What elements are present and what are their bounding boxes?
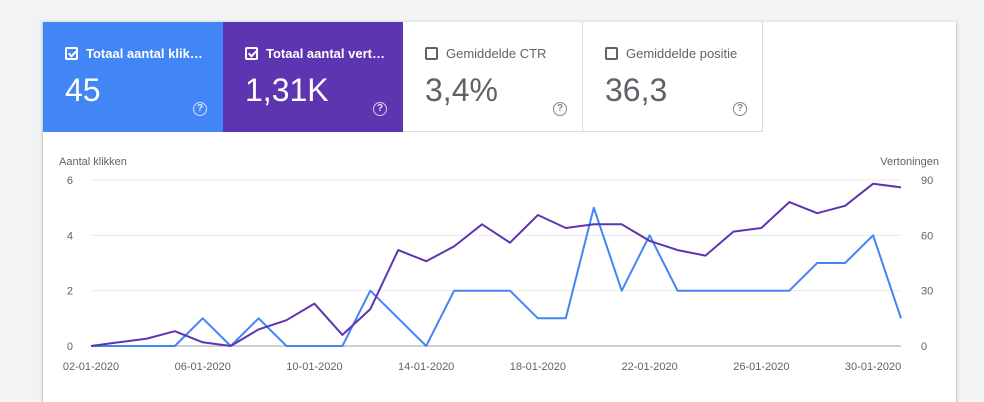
y-right-tick-label: 0: [921, 341, 927, 353]
checkbox-icon[interactable]: [605, 47, 618, 60]
x-tick-label: 18-01-2020: [510, 361, 566, 373]
y-right-tick-label: 60: [921, 230, 933, 242]
x-tick-label: 10-01-2020: [286, 361, 342, 373]
x-tick-label: 02-01-2020: [63, 361, 119, 373]
checkbox-icon[interactable]: [425, 47, 438, 60]
checkbox-icon[interactable]: [245, 47, 258, 60]
metric-value: 1,31K: [245, 72, 329, 108]
series-line-impressions: [90, 182, 902, 347]
help-icon[interactable]: ?: [193, 102, 207, 116]
y-left-tick-label: 6: [67, 175, 73, 187]
series-line-clicks: [91, 206, 902, 347]
metric-tile-total-impressions[interactable]: Totaal aantal vert… 1,31K ?: [223, 22, 403, 132]
tile-header: Totaal aantal vert…: [245, 46, 385, 61]
y-left-tick-label: 4: [67, 230, 73, 242]
x-tick-label: 26-01-2020: [733, 361, 789, 373]
x-tick-label: 22-01-2020: [621, 361, 677, 373]
performance-card: Totaal aantal klik… 45 ? Totaal aantal v…: [43, 22, 956, 402]
help-icon[interactable]: ?: [733, 102, 747, 116]
tile-header: Gemiddelde CTR: [425, 46, 546, 61]
help-icon[interactable]: ?: [553, 102, 567, 116]
metric-value: 3,4%: [425, 72, 498, 108]
right-axis-title: Vertoningen: [880, 156, 939, 168]
help-icon[interactable]: ?: [373, 102, 387, 116]
metric-tile-average-ctr[interactable]: Gemiddelde CTR 3,4% ?: [403, 22, 583, 132]
x-tick-label: 30-01-2020: [845, 361, 901, 373]
metric-value: 36,3: [605, 72, 668, 108]
metric-value: 45: [65, 72, 101, 108]
metric-tiles: Totaal aantal klik… 45 ? Totaal aantal v…: [43, 22, 763, 132]
tile-header: Totaal aantal klik…: [65, 46, 203, 61]
y-right-tick-label: 30: [921, 286, 933, 298]
tile-header: Gemiddelde positie: [605, 46, 737, 61]
left-axis-title: Aantal klikken: [59, 156, 127, 168]
y-right-tick-label: 90: [921, 175, 933, 187]
y-left-tick-label: 2: [67, 286, 73, 298]
metric-tile-average-position[interactable]: Gemiddelde positie 36,3 ?: [583, 22, 763, 132]
metric-tile-total-clicks[interactable]: Totaal aantal klik… 45 ?: [43, 22, 223, 132]
y-left-tick-label: 0: [67, 341, 73, 353]
x-tick-label: 14-01-2020: [398, 361, 454, 373]
checkbox-icon[interactable]: [65, 47, 78, 60]
x-tick-label: 06-01-2020: [175, 361, 231, 373]
